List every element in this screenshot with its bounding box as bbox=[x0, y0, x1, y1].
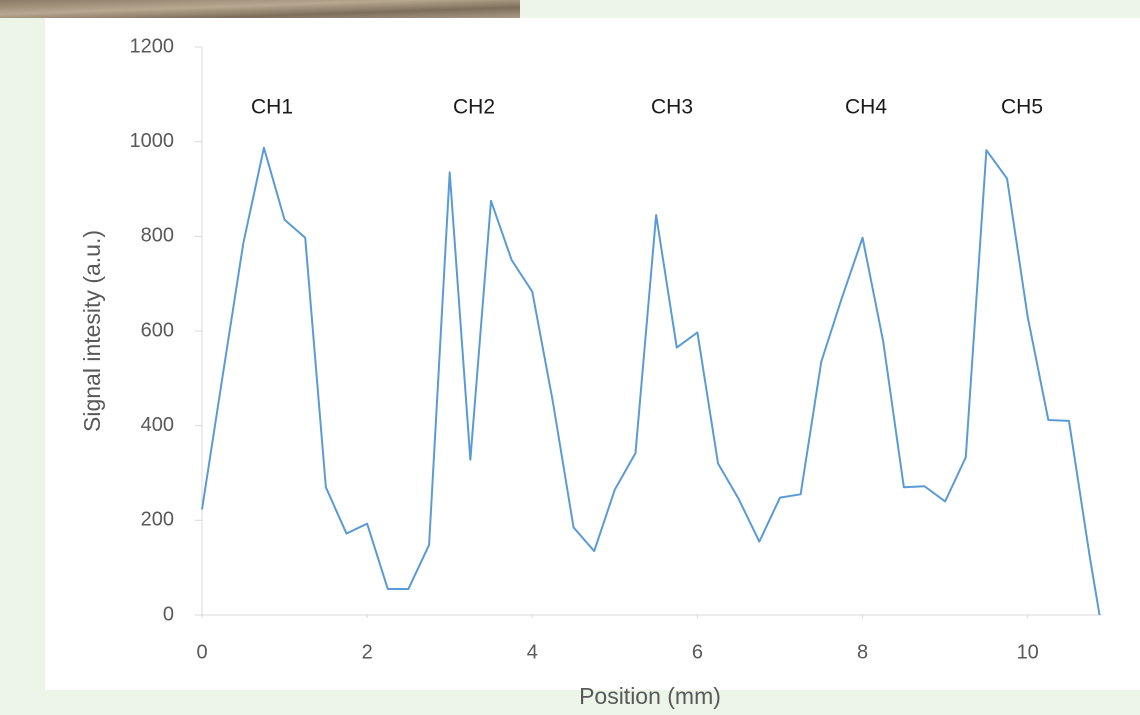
y-tick-label: 0 bbox=[163, 603, 174, 625]
channel-label: CH4 bbox=[845, 96, 887, 119]
y-axis-title: Signal intesity (a.u.) bbox=[79, 230, 105, 432]
chart-panel bbox=[45, 18, 1140, 690]
x-tick-label: 0 bbox=[196, 641, 207, 663]
x-tick-label: 10 bbox=[1017, 641, 1039, 663]
chart: Position (mm) Signal intesity (a.u.) 020… bbox=[0, 0, 1140, 715]
x-tick-label: 2 bbox=[362, 641, 373, 663]
x-tick-label: 6 bbox=[692, 641, 703, 663]
channel-label: CH3 bbox=[651, 96, 693, 119]
photo-strip bbox=[0, 0, 520, 18]
x-axis-title: Position (mm) bbox=[579, 683, 721, 709]
x-tick-label: 4 bbox=[527, 641, 538, 663]
y-tick-label: 600 bbox=[141, 319, 174, 341]
page: {"chart_data": {"type": "line", "x_label… bbox=[0, 0, 1140, 715]
channel-label: CH2 bbox=[453, 96, 495, 119]
channel-label: CH1 bbox=[251, 96, 293, 119]
y-tick-label: 800 bbox=[141, 225, 174, 247]
y-tick-label: 1200 bbox=[130, 35, 175, 57]
y-tick-label: 400 bbox=[141, 414, 174, 436]
y-tick-label: 1000 bbox=[130, 130, 175, 152]
channel-label: CH5 bbox=[1001, 96, 1043, 119]
x-tick-label: 8 bbox=[857, 641, 868, 663]
y-tick-label: 200 bbox=[141, 509, 174, 531]
